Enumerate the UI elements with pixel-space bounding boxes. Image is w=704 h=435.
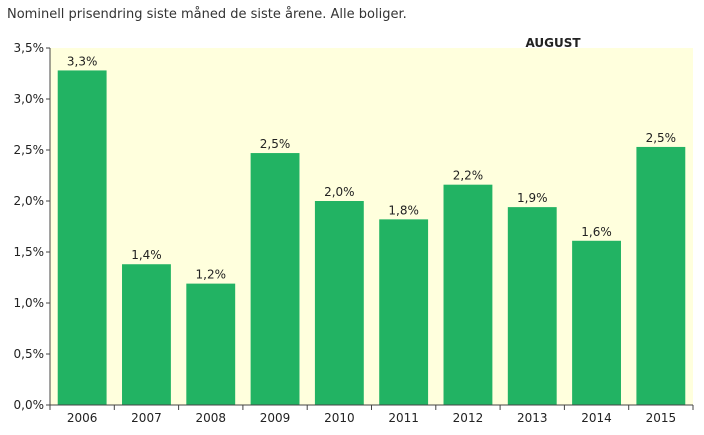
bar xyxy=(186,283,236,405)
bar xyxy=(379,219,429,405)
y-tick-label: 2,0% xyxy=(14,194,45,208)
data-label: 1,6% xyxy=(581,225,612,239)
x-tick-label: 2011 xyxy=(388,411,419,425)
x-tick-label: 2007 xyxy=(131,411,162,425)
x-tick-label: 2013 xyxy=(517,411,548,425)
y-axis: 0,0% 0,5% 1,0% 1,5% 2,0% 2,5% 3,0% 3,5% xyxy=(14,41,51,412)
y-tick-label: 3,5% xyxy=(14,41,45,55)
data-label: 1,4% xyxy=(131,248,162,262)
data-label: 2,5% xyxy=(260,137,291,151)
bar xyxy=(507,207,557,405)
data-label: 3,3% xyxy=(67,54,98,68)
bar xyxy=(636,146,686,405)
x-tick-label: 2006 xyxy=(67,411,98,425)
bar xyxy=(572,240,621,405)
y-tick-label: 1,0% xyxy=(14,296,45,310)
y-tick-label: 3,0% xyxy=(14,92,45,106)
bar xyxy=(57,70,107,405)
y-tick-label: 1,5% xyxy=(14,245,45,259)
chart-subtitle: Nominell prisendring siste måned de sist… xyxy=(7,7,407,22)
x-tick-label: 2014 xyxy=(581,411,612,425)
data-label: 1,9% xyxy=(517,191,548,205)
data-label: 1,8% xyxy=(388,203,419,217)
bar xyxy=(122,264,171,405)
x-tick-label: 2010 xyxy=(324,411,355,425)
bar xyxy=(443,184,493,405)
data-label: 2,0% xyxy=(324,185,355,199)
data-label: 2,2% xyxy=(453,169,484,183)
bars: 3,3% 1,4% 1,2% 2,5% 2,0% 1,8% 2,2% 1,9% 1,6% 2,5% xyxy=(57,54,686,405)
x-tick-label: 2009 xyxy=(260,411,291,425)
x-tick-label: 2008 xyxy=(195,411,226,425)
bar xyxy=(314,201,364,405)
y-tick-label: 2,5% xyxy=(14,143,45,157)
x-tick-label: 2015 xyxy=(646,411,677,425)
x-axis: 2006 2007 2008 2009 2010 2011 2012 2013 2014 2015 xyxy=(49,404,694,425)
data-label: 2,5% xyxy=(646,131,677,145)
y-tick-label: 0,0% xyxy=(14,398,45,412)
month-label: AUGUST xyxy=(525,36,581,50)
bar xyxy=(250,153,300,405)
data-label: 1,2% xyxy=(196,268,227,282)
y-tick-label: 0,5% xyxy=(14,347,45,361)
x-tick-label: 2012 xyxy=(453,411,484,425)
